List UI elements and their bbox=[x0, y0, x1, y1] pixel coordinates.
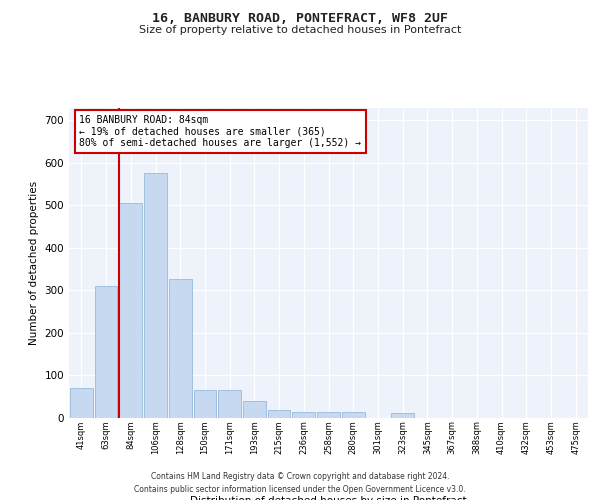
Bar bbox=[391, 414, 414, 418]
X-axis label: Distribution of detached houses by size in Pontefract: Distribution of detached houses by size … bbox=[190, 496, 467, 500]
Bar bbox=[144, 174, 167, 418]
Bar bbox=[194, 390, 216, 417]
Text: Contains HM Land Registry data © Crown copyright and database right 2024.
Contai: Contains HM Land Registry data © Crown c… bbox=[134, 472, 466, 494]
Y-axis label: Number of detached properties: Number of detached properties bbox=[29, 180, 39, 344]
Bar bbox=[169, 280, 191, 417]
Bar bbox=[119, 203, 142, 418]
Bar bbox=[292, 412, 315, 418]
Text: Size of property relative to detached houses in Pontefract: Size of property relative to detached ho… bbox=[139, 25, 461, 35]
Bar bbox=[342, 412, 365, 418]
Bar bbox=[70, 388, 93, 418]
Text: 16 BANBURY ROAD: 84sqm
← 19% of detached houses are smaller (365)
80% of semi-de: 16 BANBURY ROAD: 84sqm ← 19% of detached… bbox=[79, 116, 361, 148]
Bar bbox=[317, 412, 340, 418]
Bar bbox=[243, 402, 266, 417]
Text: 16, BANBURY ROAD, PONTEFRACT, WF8 2UF: 16, BANBURY ROAD, PONTEFRACT, WF8 2UF bbox=[152, 12, 448, 26]
Bar bbox=[95, 286, 118, 418]
Bar bbox=[268, 410, 290, 418]
Bar bbox=[218, 390, 241, 417]
